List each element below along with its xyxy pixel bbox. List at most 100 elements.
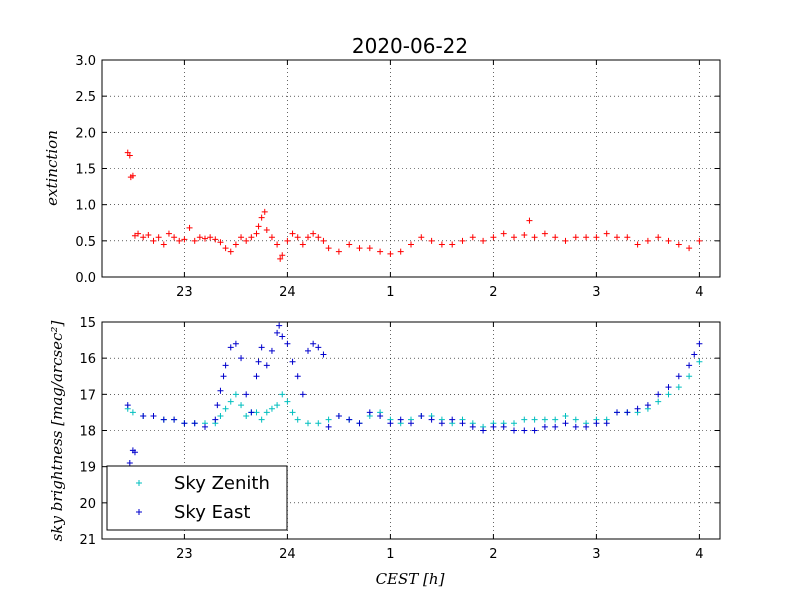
data-point — [696, 358, 703, 365]
data-point — [268, 347, 275, 354]
data-point — [131, 449, 138, 456]
data-point — [511, 234, 517, 241]
data-point — [325, 416, 332, 423]
data-point — [320, 351, 327, 358]
data-point — [263, 409, 270, 416]
data-point — [552, 234, 559, 241]
x-tick-label: 24 — [279, 547, 296, 562]
x-tick-label: 24 — [279, 285, 296, 300]
data-point — [397, 416, 404, 423]
data-point — [655, 391, 662, 398]
data-point — [238, 234, 245, 241]
y-tick-label: 15 — [79, 316, 96, 331]
legend: Sky Zenith Sky East — [106, 465, 288, 531]
data-point — [315, 344, 322, 351]
data-point — [227, 248, 234, 255]
data-point — [691, 351, 698, 358]
data-point — [521, 232, 528, 239]
data-point — [176, 237, 183, 244]
data-point — [165, 230, 172, 237]
data-point — [181, 236, 188, 243]
sky-brightness-ylabel: sky brightness [mag/arcsec²] — [48, 321, 66, 542]
data-point — [644, 237, 651, 244]
data-point — [261, 208, 268, 215]
cest-xlabel: CEST [h] — [376, 570, 445, 588]
x-tick-label: 2 — [489, 547, 497, 562]
data-point — [202, 235, 208, 242]
data-point — [140, 413, 147, 420]
data-point — [217, 239, 224, 246]
data-point — [238, 402, 245, 409]
data-point — [593, 234, 600, 241]
data-point — [387, 420, 394, 427]
data-point — [438, 420, 445, 427]
data-point — [227, 344, 234, 351]
legend-marker — [136, 509, 142, 515]
data-point — [263, 362, 270, 369]
data-point — [603, 230, 610, 237]
data-point — [665, 237, 672, 244]
data-point — [325, 423, 332, 430]
y-tick-label: 2.0 — [75, 126, 96, 141]
data-point — [253, 373, 260, 380]
data-point — [150, 237, 157, 244]
x-tick-label: 2 — [489, 285, 497, 300]
legend-label: Sky Zenith — [174, 473, 270, 494]
data-point — [593, 420, 600, 427]
data-point — [377, 248, 384, 255]
data-point — [217, 387, 224, 394]
y-tick-label: 1.5 — [75, 163, 96, 178]
data-point — [310, 230, 317, 237]
chart-title: 2020-06-22 — [352, 34, 468, 58]
data-point — [459, 237, 466, 244]
data-point — [356, 420, 363, 427]
data-point — [155, 234, 162, 241]
data-point — [346, 241, 353, 248]
data-point — [614, 234, 620, 241]
x-tick-label: 23 — [176, 285, 193, 300]
legend-item: Sky East — [136, 502, 250, 523]
y-tick-label: 16 — [79, 352, 96, 367]
data-point — [171, 234, 178, 241]
data-point — [480, 237, 487, 244]
data-point — [335, 413, 342, 420]
data-point — [583, 234, 590, 241]
data-point — [248, 409, 255, 416]
data-point — [145, 232, 152, 239]
data-point — [232, 241, 239, 248]
data-point — [552, 423, 559, 430]
y-tick-label: 2.5 — [75, 90, 96, 105]
data-point — [603, 420, 610, 427]
data-point — [191, 420, 198, 427]
data-point — [126, 152, 133, 159]
data-point — [255, 223, 262, 230]
data-point — [675, 384, 682, 391]
data-point — [284, 237, 291, 244]
data-point — [562, 413, 569, 420]
data-point — [356, 245, 363, 252]
series-extinction — [124, 149, 703, 262]
data-point — [490, 234, 497, 241]
data-point — [305, 234, 311, 241]
data-point — [428, 237, 435, 244]
data-point — [212, 236, 219, 243]
plot-frame — [101, 59, 721, 278]
data-point — [521, 416, 528, 423]
data-point — [665, 384, 672, 391]
data-point — [614, 409, 620, 416]
data-point — [686, 373, 693, 380]
y-tick-label: 3.0 — [75, 54, 96, 69]
data-point — [377, 413, 384, 420]
data-point — [469, 423, 476, 430]
data-point — [572, 234, 579, 241]
data-point — [232, 391, 239, 398]
x-tick-label: 23 — [176, 547, 193, 562]
data-point — [258, 416, 265, 423]
data-point — [214, 402, 221, 409]
data-point — [279, 252, 286, 259]
data-point — [397, 248, 404, 255]
data-point — [258, 214, 265, 221]
data-point — [274, 402, 281, 409]
data-point — [124, 402, 131, 409]
data-point — [222, 405, 229, 412]
